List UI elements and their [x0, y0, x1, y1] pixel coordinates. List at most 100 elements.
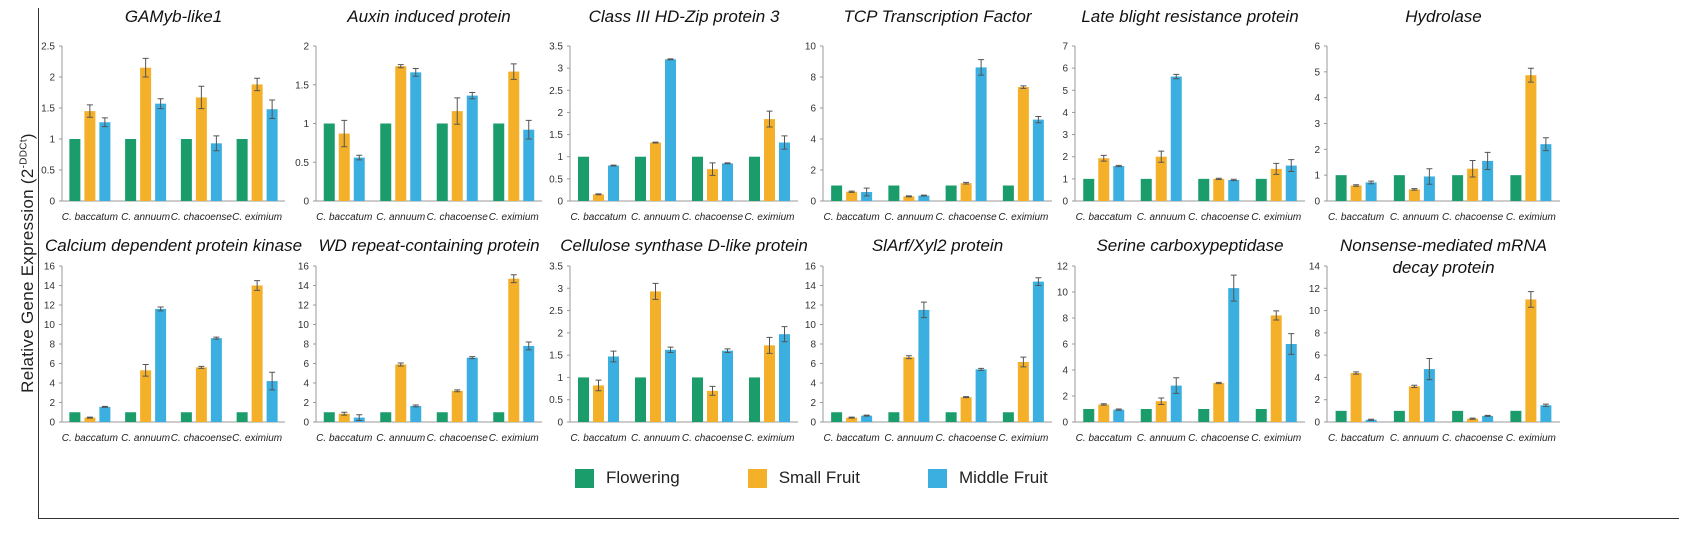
- bar-flowering-c-annuum: [635, 377, 646, 422]
- bar-middle-fruit-c-baccatum: [861, 192, 873, 201]
- error-bar: [1469, 417, 1476, 420]
- error-bar: [142, 363, 149, 377]
- y-tick-label: 5: [1314, 67, 1320, 78]
- bar-middle-fruit-c-baccatum: [608, 356, 619, 422]
- bar-small-fruit-c-annuum: [1155, 401, 1167, 422]
- y-tick-label: 8: [1314, 328, 1320, 339]
- bar-flowering-c-eximium: [493, 123, 505, 201]
- category-label: C. chacoense: [1442, 433, 1504, 444]
- panel-class-iii-hd-zip-protein-3: Class III HD-Zip protein 3 0 0.5 1 1.5 2 2.5 3 3…: [549, 7, 798, 223]
- bar-middle-fruit-c-annuum: [155, 103, 167, 201]
- legend-swatch-flowering: [575, 468, 594, 488]
- bar-small-fruit-c-eximium: [508, 278, 520, 422]
- error-bar: [1273, 162, 1280, 175]
- bar-flowering-c-annuum: [1140, 409, 1152, 422]
- bar-middle-fruit-c-baccatum: [1365, 419, 1377, 422]
- error-bar: [1100, 403, 1107, 406]
- error-bar: [454, 97, 461, 125]
- bar-middle-fruit-c-eximium: [1285, 165, 1297, 201]
- error-bar: [652, 141, 659, 144]
- y-tick-label: 3.5: [549, 42, 563, 53]
- panel-class-iii-hd-zip-protein-3-title: Class III HD-Zip protein 3: [589, 7, 780, 26]
- error-bar: [213, 336, 220, 340]
- bar-small-fruit-c-annuum: [903, 357, 915, 422]
- y-tick-label: 5: [1062, 86, 1068, 97]
- bar-flowering-c-baccatum: [831, 412, 843, 422]
- y-tick-label: 2: [1314, 395, 1320, 406]
- y-tick-label: 10: [805, 42, 817, 53]
- bar-small-fruit-c-annuum: [650, 291, 661, 422]
- category-label: C. annuum: [121, 433, 170, 444]
- bar-flowering-c-baccatum: [1083, 178, 1095, 201]
- bar-small-fruit-c-baccatum: [593, 194, 604, 201]
- category-label: C. baccatum: [824, 212, 880, 223]
- bar-middle-fruit-c-annuum: [918, 195, 930, 201]
- category-label: C. baccatum: [824, 433, 880, 444]
- error-bar: [1230, 274, 1237, 302]
- y-tick-label: 4: [1314, 93, 1320, 104]
- error-bar: [397, 362, 404, 367]
- bar-flowering-c-eximium: [493, 412, 505, 422]
- bar-flowering-c-chacoense: [1198, 178, 1210, 201]
- bar-middle-fruit-c-eximium: [523, 345, 535, 422]
- error-bar: [1020, 356, 1027, 368]
- error-bar: [1035, 277, 1042, 286]
- error-bar: [1411, 384, 1418, 388]
- bar-small-fruit-c-eximium: [251, 84, 263, 201]
- bar-flowering-c-baccatum: [323, 123, 335, 201]
- error-bar: [1288, 159, 1295, 173]
- y-tick-label: 1: [1314, 171, 1320, 182]
- error-bar: [101, 405, 108, 408]
- bar-small-fruit-c-annuum: [1408, 189, 1420, 201]
- error-bar: [1173, 377, 1180, 394]
- category-label: C. chacoense: [1442, 212, 1504, 223]
- bar-flowering-c-chacoense: [1198, 409, 1210, 422]
- bar-middle-fruit-c-chacoense: [1482, 160, 1494, 201]
- y-tick-label: 0: [810, 197, 816, 208]
- bar-middle-fruit-c-eximium: [523, 129, 535, 201]
- bar-middle-fruit-c-baccatum: [1113, 166, 1125, 201]
- category-label: C. chacoense: [427, 433, 489, 444]
- bar-small-fruit-c-chacoense: [195, 367, 207, 422]
- category-label: C. baccatum: [316, 433, 372, 444]
- panel-wd-repeat-containing-protein-title: WD repeat-containing protein: [318, 236, 539, 255]
- panel-serine-carboxypeptidase: Serine carboxypeptidase 0 2 4 6 8 10 12 C. bacca…: [1057, 236, 1305, 444]
- category-label: C. eximium: [1251, 212, 1301, 223]
- bar-flowering-c-baccatum: [831, 185, 843, 201]
- y-tick-label: 0: [303, 197, 309, 208]
- bar-flowering-c-eximium: [749, 377, 760, 422]
- y-tick-label: 3: [557, 284, 563, 295]
- category-label: C. annuum: [376, 212, 425, 223]
- error-bar: [1158, 397, 1165, 405]
- y-tick-label: 1: [557, 152, 563, 163]
- error-bar: [469, 92, 476, 100]
- bar-small-fruit-c-chacoense: [195, 97, 207, 201]
- error-bar: [397, 64, 404, 69]
- error-bar: [1100, 154, 1107, 162]
- y-tick-label: 0: [1314, 418, 1320, 429]
- y-tick-label: 6: [810, 104, 816, 115]
- panel-calcium-dependent-protein-kinase: Calcium dependent protein kinase 0 2 4 6 8 10 1…: [44, 236, 302, 444]
- bar-small-fruit-c-annuum: [140, 67, 152, 201]
- error-bar: [469, 356, 476, 360]
- error-bar: [1353, 371, 1360, 375]
- bar-middle-fruit-c-chacoense: [466, 357, 478, 422]
- error-bar: [1527, 67, 1534, 83]
- bar-small-fruit-c-annuum: [1408, 386, 1420, 422]
- category-label: C. chacoense: [682, 212, 744, 223]
- category-label: C. eximium: [1506, 433, 1556, 444]
- bar-middle-fruit-c-annuum: [410, 72, 422, 201]
- bar-flowering-c-chacoense: [945, 412, 957, 422]
- panel-tcp-transcription-factor-title: TCP Transcription Factor: [844, 7, 1033, 26]
- y-tick-label: 2: [49, 73, 55, 84]
- error-bar: [781, 326, 788, 343]
- error-bar: [610, 350, 617, 363]
- bar-small-fruit-c-chacoense: [707, 169, 718, 201]
- bar-middle-fruit-c-annuum: [1423, 369, 1435, 422]
- bar-small-fruit-c-eximium: [508, 71, 520, 201]
- error-bar: [1426, 168, 1433, 185]
- y-tick-label: 0: [810, 418, 816, 429]
- bar-flowering-c-baccatum: [1335, 175, 1347, 201]
- y-tick-label: 6: [1314, 42, 1320, 53]
- error-bar: [595, 193, 602, 196]
